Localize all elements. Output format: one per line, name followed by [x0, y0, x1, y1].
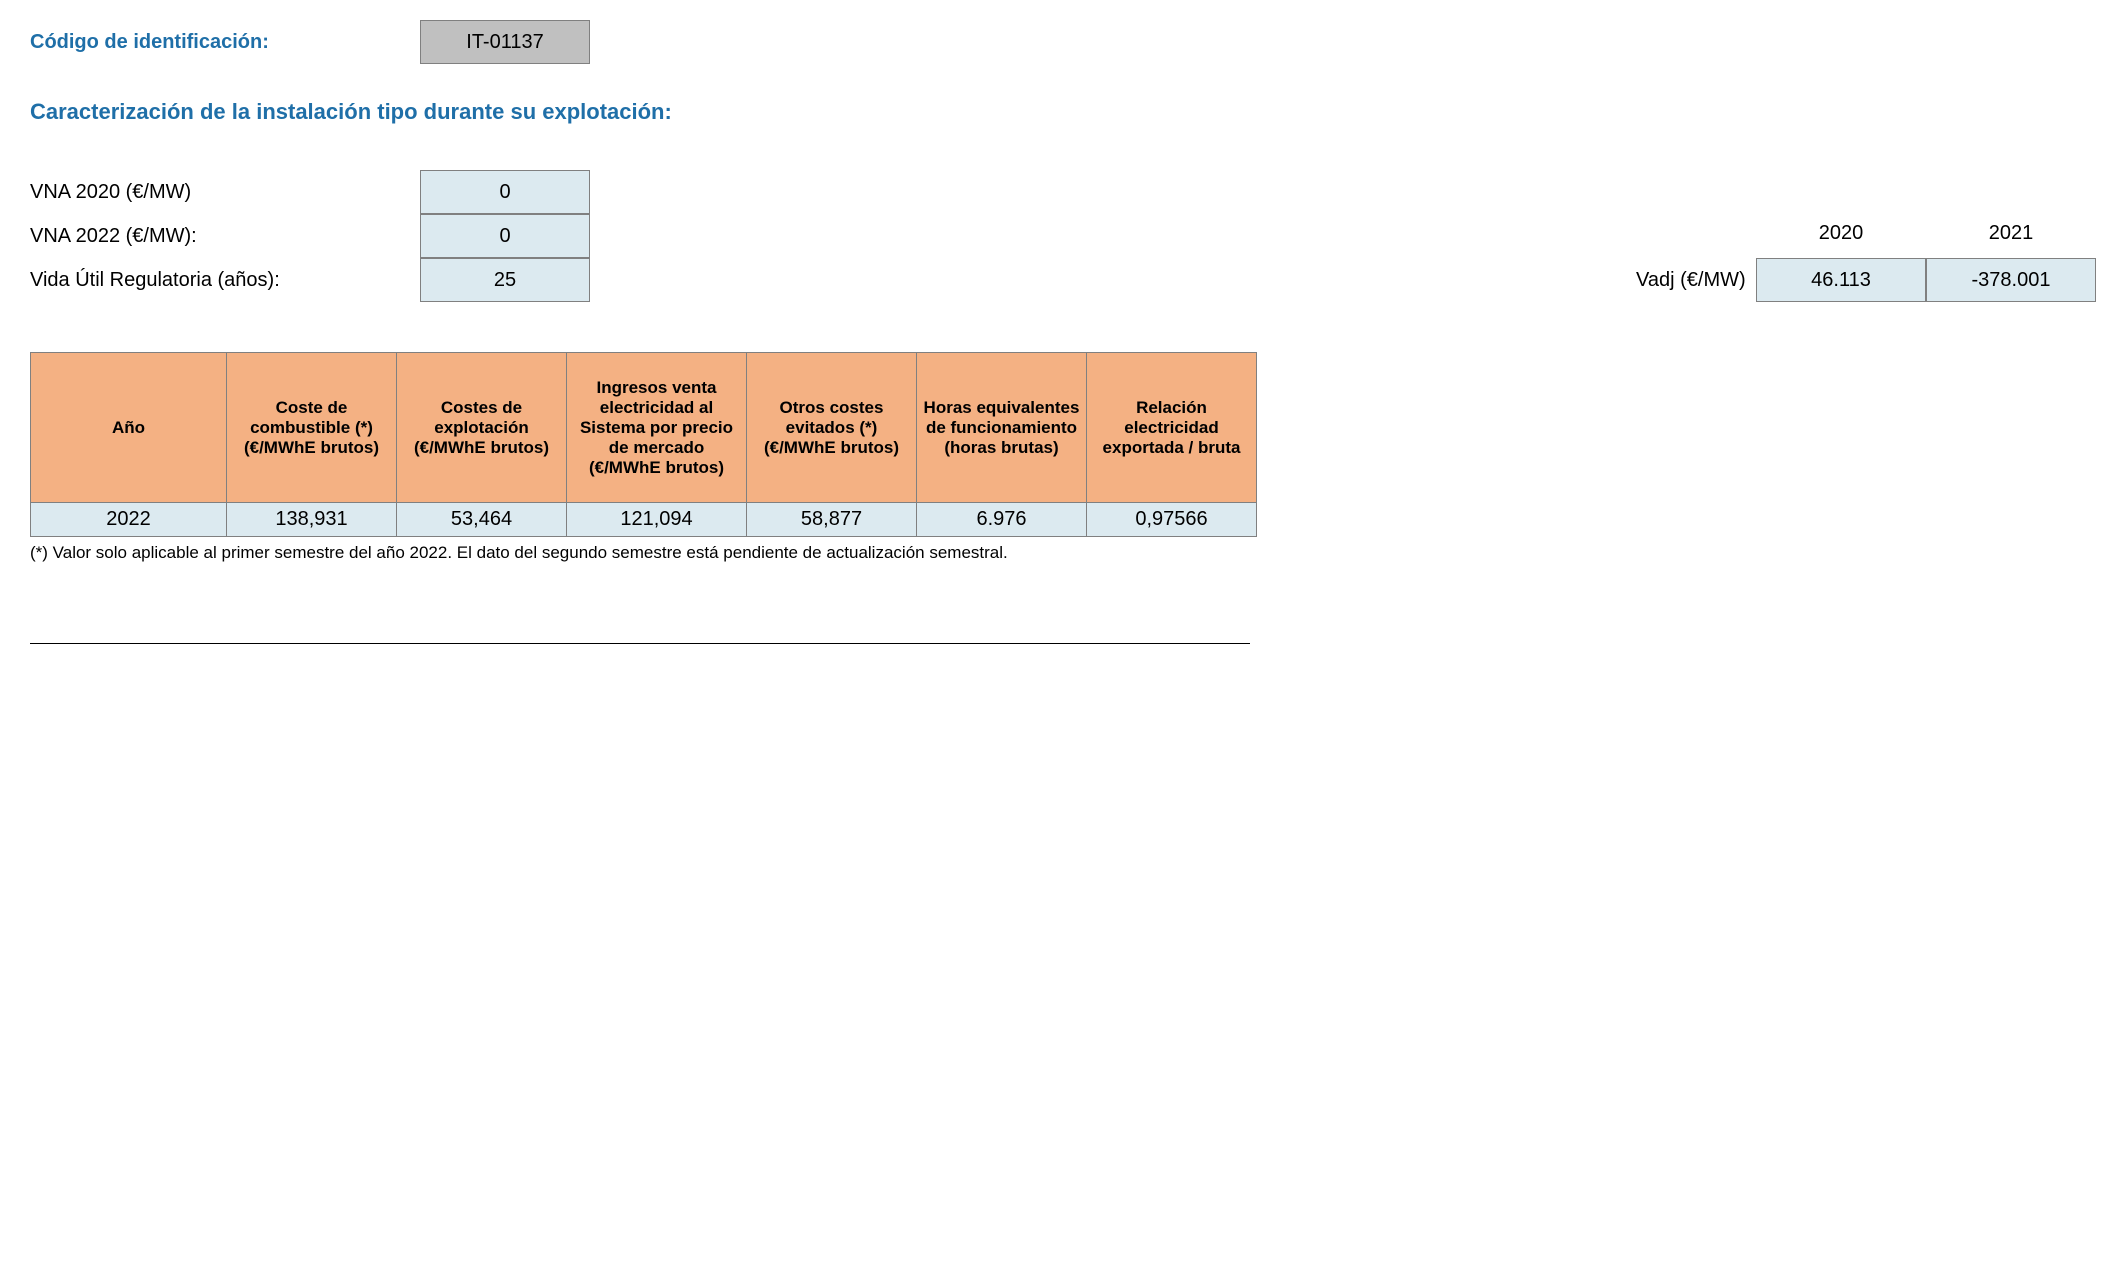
data-table: AñoCoste de combustible (*) (€/MWhE brut…: [30, 352, 1257, 537]
vadj-label: Vadj (€/MW): [1636, 269, 1756, 292]
footnote: (*) Valor solo aplicable al primer semes…: [30, 543, 2096, 563]
vna2022-label: VNA 2022 (€/MW):: [30, 217, 420, 256]
identification-label: Código de identificación:: [30, 31, 420, 54]
table-header-cell: Año: [31, 353, 227, 503]
params-block: VNA 2020 (€/MW) 0 VNA 2022 (€/MW): 0 202…: [30, 170, 2096, 302]
table-header-cell: Ingresos venta electricidad al Sistema p…: [567, 353, 747, 503]
table-header-cell: Coste de combustible (*) (€/MWhE brutos): [227, 353, 397, 503]
vadj-value-2021: -378.001: [1926, 258, 2096, 302]
vadj-value-2020: 46.113: [1756, 258, 1926, 302]
vida-util-row: Vida Útil Regulatoria (años): 25 Vadj (€…: [30, 258, 2096, 302]
table-cell: 0,97566: [1087, 503, 1257, 537]
vna2022-row: VNA 2022 (€/MW): 0 2020 2021: [30, 214, 2096, 258]
vna2020-label: VNA 2020 (€/MW): [30, 173, 420, 212]
table-cell: 138,931: [227, 503, 397, 537]
identification-code-box: IT-01137: [420, 20, 590, 64]
table-header-cell: Otros costes evitados (*) (€/MWhE brutos…: [747, 353, 917, 503]
table-header-row: AñoCoste de combustible (*) (€/MWhE brut…: [31, 353, 1257, 503]
table-header-cell: Costes de explotación (€/MWhE brutos): [397, 353, 567, 503]
table-row: 2022138,93153,464121,09458,8776.9760,975…: [31, 503, 1257, 537]
caracterizacion-heading: Caracterización de la instalación tipo d…: [30, 99, 2096, 125]
vadj-year-2020: 2020: [1756, 222, 1926, 251]
table-cell: 53,464: [397, 503, 567, 537]
table-cell: 6.976: [917, 503, 1087, 537]
table-header-cell: Horas equivalentes de funcionamiento (ho…: [917, 353, 1087, 503]
vida-util-value: 25: [420, 258, 590, 302]
vida-util-label: Vida Útil Regulatoria (años):: [30, 261, 420, 300]
table-cell: 2022: [31, 503, 227, 537]
table-cell: 58,877: [747, 503, 917, 537]
separator-line: [30, 643, 1250, 644]
vna2022-value: 0: [420, 214, 590, 258]
table-header-cell: Relación electricidad exportada / bruta: [1087, 353, 1257, 503]
table-cell: 121,094: [567, 503, 747, 537]
vna2020-value: 0: [420, 170, 590, 214]
identification-row: Código de identificación: IT-01137: [30, 20, 2096, 64]
vadj-year-2021: 2021: [1926, 222, 2096, 251]
vna2020-row: VNA 2020 (€/MW) 0: [30, 170, 2096, 214]
